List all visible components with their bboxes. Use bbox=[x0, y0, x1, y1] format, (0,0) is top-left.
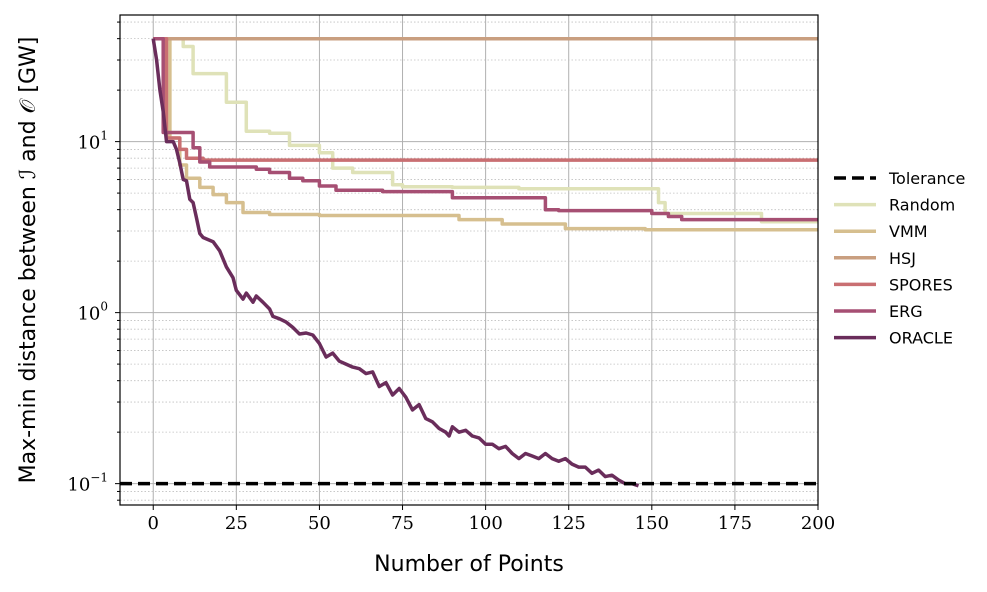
x-tick-label: 125 bbox=[552, 513, 586, 534]
x-tick-label: 0 bbox=[148, 513, 159, 534]
y-tick-label: 100 bbox=[77, 300, 108, 325]
legend-label-tolerance: Tolerance bbox=[888, 169, 965, 188]
legend-label-oracle: ORACLE bbox=[889, 329, 953, 348]
y-axis-label: Max-min distance between ℐ and 𝒪 [GW] bbox=[16, 37, 41, 484]
series-line-oracle bbox=[151, 38, 640, 488]
legend: Tolerance Random VMM HSJ SPORES ERG ORACLE bbox=[834, 169, 965, 348]
legend-label-random: Random bbox=[889, 196, 955, 215]
x-axis: 0 25 50 75 100 125 150 175 200 bbox=[148, 505, 835, 534]
legend-label-erg: ERG bbox=[889, 302, 923, 321]
y-axis: 101 100 10−1 bbox=[67, 21, 120, 501]
series-line-erg bbox=[153, 36, 818, 222]
x-tick-label: 50 bbox=[308, 513, 331, 534]
x-tick-label: 25 bbox=[225, 513, 248, 534]
x-tick-label: 100 bbox=[468, 513, 502, 534]
series-layer bbox=[120, 36, 818, 488]
series-line-vmm bbox=[153, 36, 818, 232]
x-tick-label: 75 bbox=[391, 513, 414, 534]
y-tick-label: 101 bbox=[77, 129, 108, 154]
series-line-spores bbox=[153, 36, 818, 162]
legend-label-spores: SPORES bbox=[889, 275, 953, 294]
legend-label-vmm: VMM bbox=[889, 222, 928, 241]
x-axis-label: Number of Points bbox=[374, 552, 564, 577]
x-tick-label: 150 bbox=[635, 513, 669, 534]
series-line-random bbox=[153, 36, 818, 224]
legend-label-hsj: HSJ bbox=[889, 249, 916, 268]
plot-frame bbox=[119, 14, 819, 506]
x-tick-label: 175 bbox=[718, 513, 752, 534]
x-tick-label: 200 bbox=[801, 513, 835, 534]
y-tick-label: 10−1 bbox=[67, 471, 108, 496]
